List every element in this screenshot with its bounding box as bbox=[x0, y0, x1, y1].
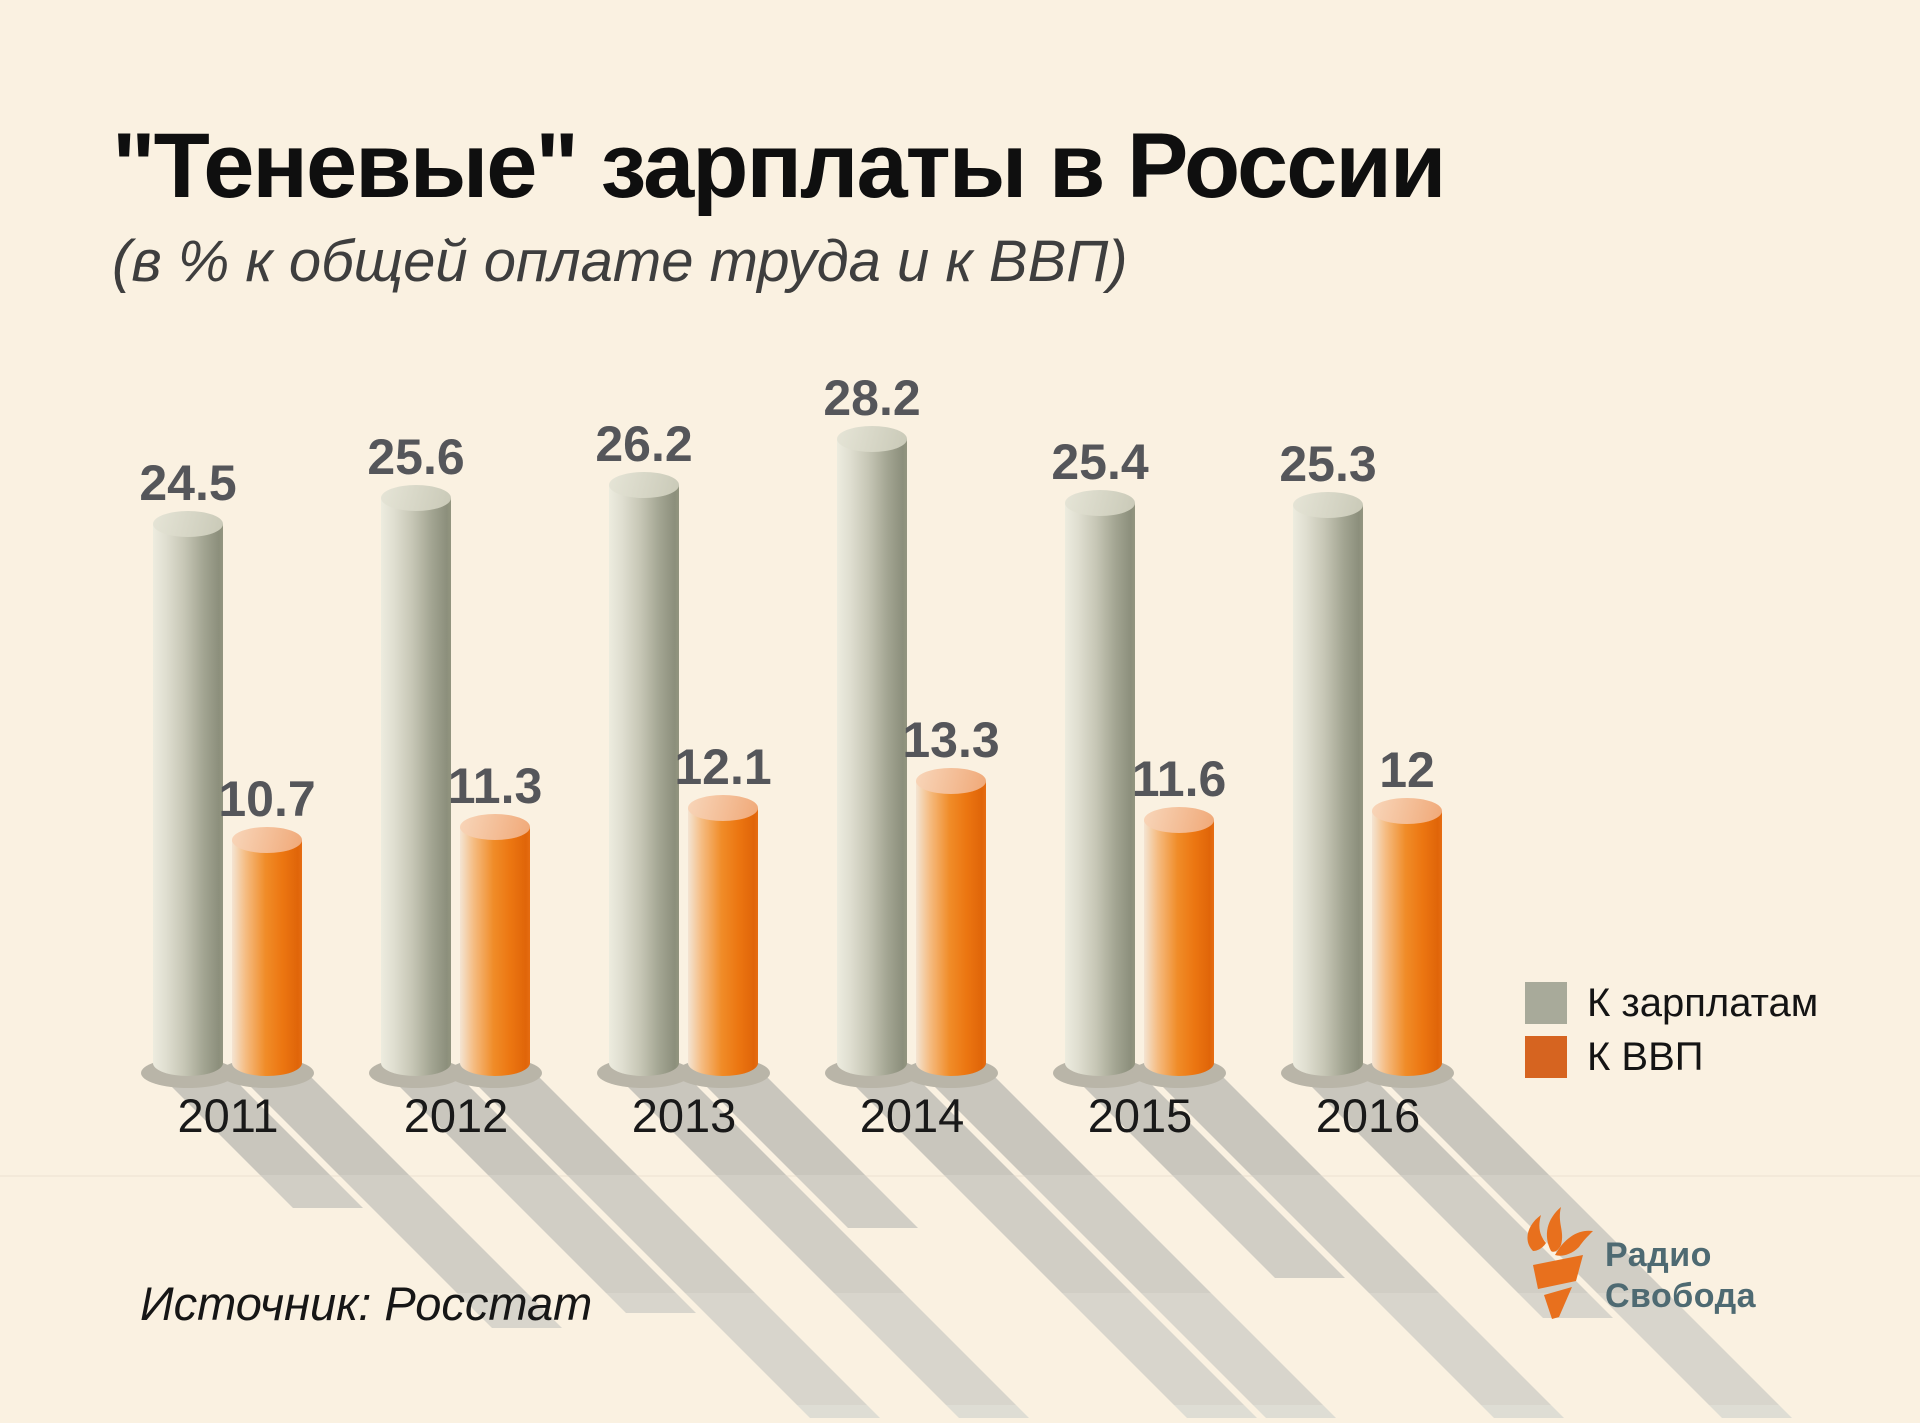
bar-2013-gray bbox=[609, 471, 679, 498]
bar-2014-gray bbox=[837, 438, 907, 1063]
radio-svoboda-logo: Радио Свобода bbox=[1519, 1205, 1756, 1321]
year-label-2012: 2012 bbox=[403, 1089, 509, 1142]
year-label-2013: 2013 bbox=[631, 1089, 737, 1142]
value-label-gdp-2016: 12 bbox=[1379, 741, 1435, 798]
value-label-wages-2016: 25.3 bbox=[1279, 436, 1377, 493]
chart-title: "Теневые" зарплаты в России bbox=[112, 115, 1446, 217]
year-label-2014: 2014 bbox=[859, 1089, 965, 1142]
bar-2012-gray bbox=[381, 498, 451, 1063]
value-label-wages-2011: 24.5 bbox=[139, 454, 237, 511]
value-label-gdp-2015: 11.6 bbox=[1131, 750, 1227, 807]
bar-2013-orange bbox=[688, 1050, 758, 1076]
bar-2013-orange bbox=[688, 795, 758, 822]
bar-2016-gray bbox=[1293, 1050, 1363, 1076]
bar-2014-orange bbox=[916, 780, 986, 1063]
bar-2013-gray bbox=[609, 484, 679, 1063]
year-label-2016: 2016 bbox=[1315, 1089, 1421, 1142]
logo-wordmark: Радио Свобода bbox=[1605, 1235, 1756, 1321]
bar-2011-gray bbox=[153, 1050, 223, 1076]
bar-2011-gray bbox=[153, 523, 223, 1063]
bar-2012-gray bbox=[381, 485, 451, 512]
value-label-gdp-2014: 13.3 bbox=[902, 711, 1000, 768]
value-label-wages-2014: 28.2 bbox=[823, 369, 921, 426]
bar-2012-orange bbox=[460, 813, 530, 840]
year-label-2015: 2015 bbox=[1087, 1089, 1193, 1142]
logo-line2: Свобода bbox=[1605, 1277, 1757, 1315]
bar-2014-gray bbox=[837, 1050, 907, 1076]
bar-2012-orange bbox=[460, 1050, 530, 1076]
value-label-gdp-2013: 12.1 bbox=[674, 739, 772, 796]
bar-2015-gray bbox=[1065, 490, 1135, 517]
logo-line1: Радио bbox=[1605, 1236, 1712, 1274]
torch-icon bbox=[1527, 1207, 1593, 1319]
bar-2012-orange bbox=[460, 826, 530, 1063]
bar-2016-orange bbox=[1372, 1050, 1442, 1076]
bar-2011-orange bbox=[232, 840, 302, 1063]
bar-2013-orange bbox=[688, 808, 758, 1063]
legend: К зарплатам К ВВП bbox=[1525, 980, 1819, 1090]
bar-2016-gray bbox=[1293, 492, 1363, 519]
bar-2011-orange bbox=[232, 1050, 302, 1076]
legend-item-wages: К зарплатам bbox=[1525, 980, 1819, 1025]
value-label-gdp-2011: 10.7 bbox=[218, 771, 316, 828]
bar-2013-gray bbox=[609, 1050, 679, 1076]
value-label-gdp-2012: 11.3 bbox=[447, 757, 543, 814]
value-label-wages-2013: 26.2 bbox=[595, 415, 693, 472]
legend-swatch-gray bbox=[1525, 982, 1567, 1024]
bar-2015-orange bbox=[1144, 1050, 1214, 1076]
bar-2015-orange bbox=[1144, 806, 1214, 833]
bar-2016-gray bbox=[1293, 505, 1363, 1063]
legend-swatch-orange bbox=[1525, 1036, 1567, 1078]
bar-2011-orange bbox=[232, 827, 302, 854]
bar-2014-orange bbox=[916, 767, 986, 794]
bar-2011-gray bbox=[153, 510, 223, 537]
bar-2016-orange bbox=[1372, 797, 1442, 824]
cast-shadow-layer bbox=[0, 1068, 1920, 1423]
bar-2016-orange bbox=[1372, 810, 1442, 1063]
value-label-wages-2012: 25.6 bbox=[367, 429, 465, 486]
bar-2012-gray bbox=[381, 1050, 451, 1076]
value-label-wages-2015: 25.4 bbox=[1051, 434, 1149, 491]
source-note: Источник: Росстат bbox=[140, 1277, 593, 1330]
bar-2015-gray bbox=[1065, 503, 1135, 1063]
legend-item-gdp: К ВВП bbox=[1525, 1034, 1818, 1079]
year-label-2011: 2011 bbox=[177, 1089, 279, 1142]
bar-2014-gray bbox=[837, 425, 907, 452]
bar-2015-orange bbox=[1144, 819, 1214, 1063]
bar-2015-gray bbox=[1065, 1050, 1135, 1076]
chart-subtitle: (в % к общей оплате труда и к ВВП) bbox=[112, 229, 1128, 294]
legend-label: К зарплатам bbox=[1587, 980, 1819, 1025]
bar-2014-orange bbox=[916, 1050, 986, 1076]
legend-label: К ВВП bbox=[1587, 1034, 1704, 1079]
